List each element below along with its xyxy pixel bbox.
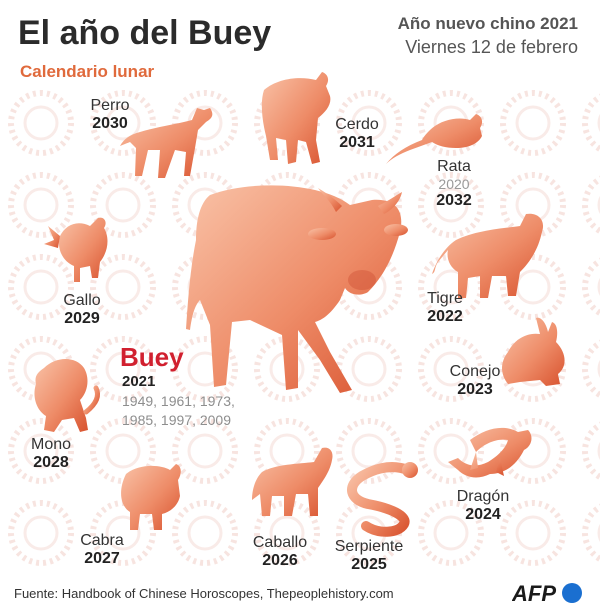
snake-icon bbox=[347, 462, 418, 537]
afp-logo: AFP bbox=[511, 580, 584, 609]
dog-icon bbox=[120, 108, 213, 178]
animal-name: Dragón bbox=[456, 488, 510, 505]
rat-icon bbox=[386, 114, 483, 164]
animal-year: 2026 bbox=[262, 552, 298, 569]
animal-year: 2027 bbox=[84, 550, 120, 567]
source-note: Fuente: Handbook of Chinese Horoscopes, … bbox=[14, 586, 394, 601]
animal-label-gallo: Gallo 2029 bbox=[52, 292, 112, 328]
header-date: Viernes 12 de febrero bbox=[405, 37, 578, 57]
pig-icon bbox=[261, 72, 331, 164]
animal-name: Cerdo bbox=[335, 116, 379, 133]
animal-year: 2028 bbox=[33, 454, 69, 471]
animal-name: Perro bbox=[90, 97, 130, 114]
animal-label-dragon: Dragón 2024 bbox=[453, 488, 513, 524]
rabbit-icon bbox=[502, 317, 565, 386]
afp-logo-text: AFP bbox=[512, 581, 556, 606]
animal-year: 2032 bbox=[436, 192, 472, 209]
animal-year: 2024 bbox=[465, 506, 501, 523]
animal-label-rata: Rata 2020 2032 bbox=[424, 158, 484, 210]
dragon-icon bbox=[448, 427, 532, 478]
animal-year: 2022 bbox=[427, 308, 463, 325]
featured-past-years: 1949, 1961, 1973, 1985, 1997, 2009 bbox=[122, 393, 235, 428]
animal-name: Serpiente bbox=[334, 538, 404, 555]
animal-label-cerdo: Cerdo 2031 bbox=[327, 116, 387, 152]
featured-animal-year: 2021 bbox=[122, 373, 156, 390]
page-subtitle: Calendario lunar bbox=[20, 62, 155, 81]
animal-label-perro: Perro 2030 bbox=[80, 97, 140, 133]
goat-icon bbox=[121, 464, 181, 530]
ox-icon bbox=[186, 185, 408, 393]
featured-animal-name: Buey bbox=[120, 342, 184, 372]
animal-label-caballo: Caballo 2026 bbox=[245, 534, 315, 570]
animal-label-cabra: Cabra 2027 bbox=[72, 532, 132, 568]
animal-name: Cabra bbox=[80, 532, 124, 549]
animal-name: Conejo bbox=[449, 363, 501, 380]
animal-year: 2029 bbox=[64, 310, 100, 327]
animal-label-conejo: Conejo 2023 bbox=[445, 363, 505, 399]
animal-past-year: 2020 bbox=[438, 176, 470, 192]
animal-name: Tigre bbox=[427, 290, 463, 307]
header-event: Año nuevo chino 2021 bbox=[397, 14, 578, 33]
animal-year: 2023 bbox=[457, 381, 493, 398]
horse-icon bbox=[252, 447, 333, 516]
animal-year: 2025 bbox=[351, 556, 387, 573]
animal-year: 2031 bbox=[339, 134, 375, 151]
animal-name: Caballo bbox=[252, 534, 308, 551]
animal-label-mono: Mono 2028 bbox=[21, 436, 81, 472]
page-title: El año del Buey bbox=[18, 14, 272, 52]
animal-year: 2030 bbox=[92, 115, 128, 132]
monkey-icon bbox=[34, 359, 101, 432]
animal-name: Rata bbox=[437, 158, 471, 175]
animal-name: Gallo bbox=[63, 292, 101, 309]
animal-label-tigre: Tigre 2022 bbox=[415, 290, 475, 326]
rooster-icon bbox=[44, 217, 108, 282]
tiger-icon bbox=[432, 213, 544, 298]
animal-name: Mono bbox=[30, 436, 72, 453]
afp-logo-mark: AFP bbox=[511, 581, 582, 606]
animal-label-serpiente: Serpiente 2025 bbox=[329, 538, 409, 574]
